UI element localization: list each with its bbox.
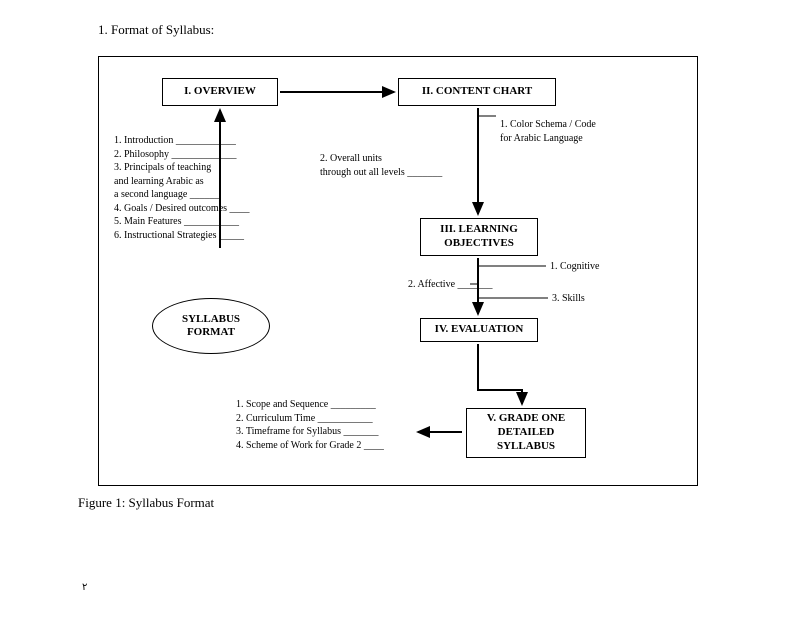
page-root: 1. Format of Syllabus: I. OVERVIEW II. C… (0, 0, 800, 620)
list-item: 2. Curriculum Time ___________ (236, 412, 384, 426)
node-content-chart: II. CONTENT CHART (398, 78, 556, 106)
learning-note-l: 2. Affective _______ (408, 278, 493, 292)
node-evaluation-label: IV. EVALUATION (435, 323, 524, 337)
content-note-left: 2. Overall units through out all levels … (320, 152, 442, 179)
list-item: 5. Main Features ___________ (114, 215, 250, 229)
node-learning-objectives: III. LEARNING OBJECTIVES (420, 218, 538, 256)
node-content-label: II. CONTENT CHART (422, 85, 532, 99)
list-item: 6. Instructional Strategies _____ (114, 229, 250, 243)
list-item: 4. Scheme of Work for Grade 2 ____ (236, 439, 384, 453)
figure-caption: Figure 1: Syllabus Format (78, 495, 214, 511)
learning-note-r1: 1. Cognitive (550, 260, 599, 274)
list-item: a second language ______ (114, 188, 250, 202)
list-item: 3. Timeframe for Syllabus _______ (236, 425, 384, 439)
node-grade-label: V. GRADE ONE DETAILED SYLLABUS (487, 412, 565, 453)
learning-note-r2: 3. Skills (552, 292, 585, 306)
list-item: 4. Goals / Desired outcomes ____ (114, 202, 250, 216)
overview-list: 1. Introduction ____________ 2. Philosop… (114, 134, 250, 242)
list-item: 1. Introduction ____________ (114, 134, 250, 148)
node-overview: I. OVERVIEW (162, 78, 278, 106)
content-note-right: 1. Color Schema / Code for Arabic Langua… (500, 118, 596, 145)
diagram-frame (98, 56, 698, 486)
page-heading: 1. Format of Syllabus: (98, 22, 214, 38)
node-syllabus-label: SYLLABUS FORMAT (182, 313, 240, 339)
page-number: ٢ (82, 582, 87, 593)
list-item: 1. Scope and Sequence _________ (236, 398, 384, 412)
list-item: 3. Principals of teaching (114, 161, 250, 175)
list-item: 2. Philosophy _____________ (114, 148, 250, 162)
node-overview-label: I. OVERVIEW (184, 85, 256, 99)
node-grade-syllabus: V. GRADE ONE DETAILED SYLLABUS (466, 408, 586, 458)
node-learning-label: III. LEARNING OBJECTIVES (440, 223, 518, 251)
node-evaluation: IV. EVALUATION (420, 318, 538, 342)
list-item: and learning Arabic as (114, 175, 250, 189)
grade-list: 1. Scope and Sequence _________ 2. Curri… (236, 398, 384, 452)
node-syllabus-format: SYLLABUS FORMAT (152, 298, 270, 354)
